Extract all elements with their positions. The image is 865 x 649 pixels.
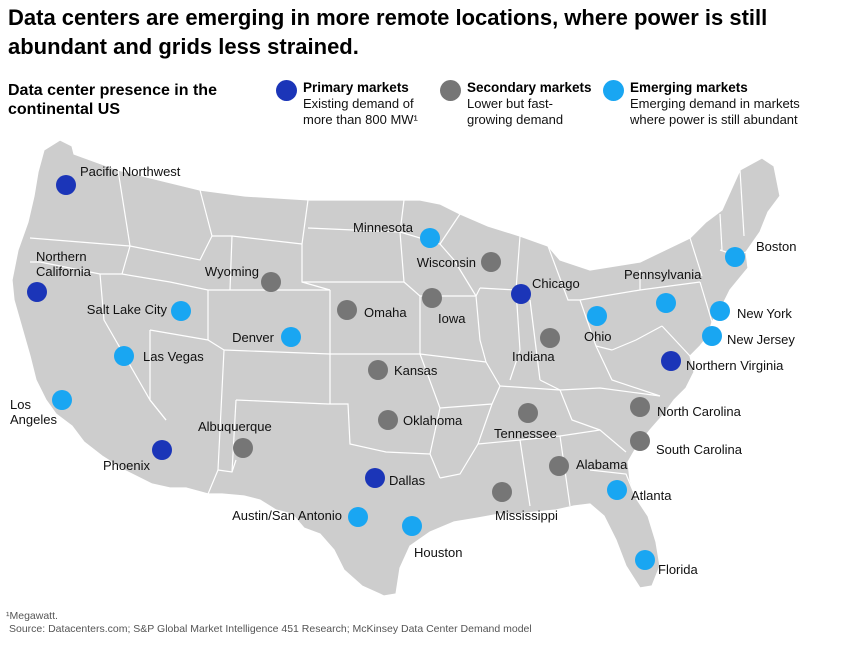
- market-dot-new-jersey: [702, 326, 722, 346]
- market-dot-iowa: [422, 288, 442, 308]
- market-dot-boston: [725, 247, 745, 267]
- market-label-salt-lake-city: Salt Lake City: [87, 302, 168, 317]
- market-dot-north-carolina: [630, 397, 650, 417]
- market-label-chicago: Chicago: [532, 276, 580, 291]
- market-dot-atlanta: [607, 480, 627, 500]
- market-labels: Pacific Northwest Northern California Phoen…: [10, 164, 796, 577]
- market-dot-oklahoma: [378, 410, 398, 430]
- market-dot-albuquerque: [233, 438, 253, 458]
- market-label-new-jersey: New Jersey: [727, 332, 795, 347]
- market-dot-phoenix: [152, 440, 172, 460]
- market-label-austin-san-antonio: Austin/San Antonio: [232, 508, 342, 523]
- market-label-omaha: Omaha: [364, 305, 407, 320]
- footnote: ¹Megawatt.: [6, 610, 58, 622]
- market-dot-minnesota: [420, 228, 440, 248]
- market-dot-south-carolina: [630, 431, 650, 451]
- market-dot-pacific-northwest: [56, 175, 76, 195]
- market-dot-wyoming: [261, 272, 281, 292]
- map-subtitle: Data center presence in the continental …: [8, 82, 217, 118]
- market-label-phoenix: Phoenix: [103, 458, 150, 473]
- legend-dot-primary: [276, 80, 297, 101]
- market-dot-northern-california: [27, 282, 47, 302]
- market-label-pacific-northwest: Pacific Northwest: [80, 164, 181, 179]
- market-label-wyoming: Wyoming: [205, 264, 259, 279]
- market-dot-alabama: [549, 456, 569, 476]
- market-label-minnesota: Minnesota: [353, 220, 414, 235]
- us-states: [11, 139, 781, 597]
- market-dot-austin-san-antonio: [348, 507, 368, 527]
- market-dot-tennessee: [518, 403, 538, 423]
- market-dot-chicago: [511, 284, 531, 304]
- legend-dot-secondary: [440, 80, 461, 101]
- source-note: Source: Datacenters.com; S&P Global Mark…: [9, 623, 532, 635]
- market-dot-salt-lake-city: [171, 301, 191, 321]
- market-label-iowa: Iowa: [438, 311, 466, 326]
- market-label-kansas: Kansas: [394, 363, 438, 378]
- legend-title-secondary: Secondary markets: [467, 80, 592, 95]
- market-dot-florida: [635, 550, 655, 570]
- market-label-boston: Boston: [756, 239, 796, 254]
- market-dot-kansas: [368, 360, 388, 380]
- market-label-alabama: Alabama: [576, 457, 628, 472]
- market-dot-las-vegas: [114, 346, 134, 366]
- market-label-dallas: Dallas: [389, 473, 426, 488]
- market-dot-houston: [402, 516, 422, 536]
- legend-title-primary: Primary markets: [303, 80, 409, 95]
- legend-title-emerging: Emerging markets: [630, 80, 748, 95]
- market-label-los-angeles: Los Angeles: [10, 397, 57, 427]
- market-label-las-vegas: Las Vegas: [143, 349, 204, 364]
- market-label-new-york: New York: [737, 306, 792, 321]
- market-dot-mississippi: [492, 482, 512, 502]
- market-label-northern-virginia: Northern Virginia: [686, 358, 784, 373]
- chart-title: Data centers are emerging in more remote…: [8, 5, 768, 59]
- market-label-mississippi: Mississippi: [495, 508, 558, 523]
- market-label-south-carolina: South Carolina: [656, 442, 743, 457]
- market-label-ohio: Ohio: [584, 329, 611, 344]
- market-dot-ohio: [587, 306, 607, 326]
- market-label-albuquerque: Albuquerque: [198, 419, 272, 434]
- market-dot-dallas: [365, 468, 385, 488]
- us-outline: [11, 139, 781, 597]
- market-label-oklahoma: Oklahoma: [403, 413, 463, 428]
- market-label-florida: Florida: [658, 562, 699, 577]
- market-dot-los-angeles: [52, 390, 72, 410]
- legend-desc-emerging: Emerging demand in markets where power i…: [630, 96, 800, 127]
- market-label-wisconsin: Wisconsin: [417, 255, 476, 270]
- market-dot-new-york: [710, 301, 730, 321]
- legend-dot-emerging: [603, 80, 624, 101]
- market-label-indiana: Indiana: [512, 349, 555, 364]
- market-dot-pennsylvania: [656, 293, 676, 313]
- market-label-denver: Denver: [232, 330, 275, 345]
- state-borders: [29, 169, 747, 507]
- market-label-north-carolina: North Carolina: [657, 404, 742, 419]
- legend-desc-primary: Existing demand of more than 800 MW¹: [303, 96, 418, 127]
- market-label-atlanta: Atlanta: [631, 488, 672, 503]
- market-label-pennsylvania: Pennsylvania: [624, 267, 702, 282]
- market-dot-omaha: [337, 300, 357, 320]
- market-dot-indiana: [540, 328, 560, 348]
- market-label-tennessee: Tennessee: [494, 426, 557, 441]
- market-dot-denver: [281, 327, 301, 347]
- market-dot-northern-virginia: [661, 351, 681, 371]
- market-dot-wisconsin: [481, 252, 501, 272]
- legend-desc-secondary: Lower but fast- growing demand: [467, 96, 564, 127]
- market-label-houston: Houston: [414, 545, 462, 560]
- market-dots: [27, 175, 745, 570]
- market-label-northern-california: Northern California: [36, 249, 92, 279]
